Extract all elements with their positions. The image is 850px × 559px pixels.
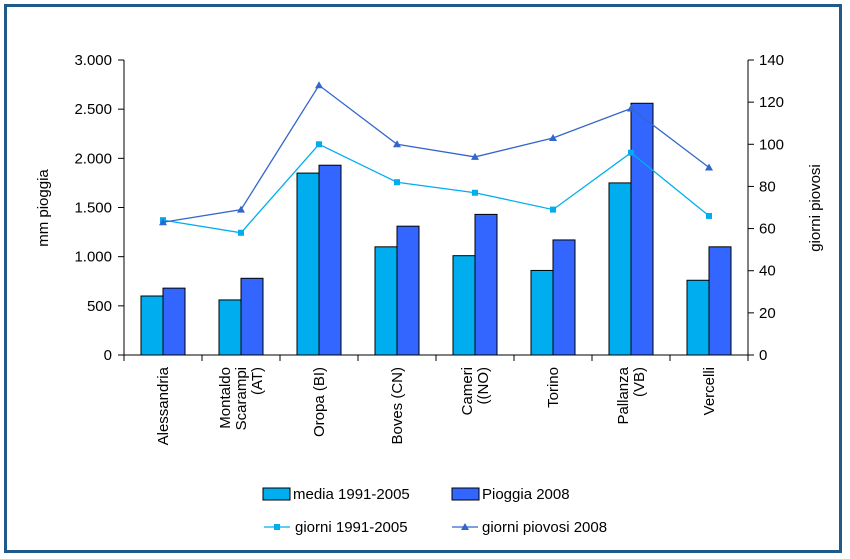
data-point: [628, 149, 634, 156]
legend-label: giorni 1991-2005: [295, 519, 408, 536]
data-point: [549, 133, 557, 141]
bar: [474, 213, 498, 356]
bar: [140, 295, 164, 356]
bar: [396, 225, 420, 356]
right-axis-ticks: 0 20 40 60 80 100 120 140: [748, 52, 784, 364]
y-tick-label: 500: [87, 298, 112, 315]
category-label: Boves (CN): [389, 367, 406, 445]
y-tick-label: 1.000: [74, 249, 112, 266]
bar: [296, 172, 320, 356]
bar: [452, 255, 476, 356]
left-axis-ticks: 0 500 1.000 1.500 2.000 2.500 3.000: [74, 52, 124, 364]
data-point: [471, 152, 479, 160]
category-label: (VB): [631, 367, 648, 397]
legend-swatch: [262, 487, 291, 501]
axes-layer: [123, 60, 749, 361]
category-label: ((NO): [475, 367, 492, 405]
legend-label: giorni piovosi 2008: [482, 519, 607, 536]
y-tick-label: 2.000: [74, 150, 112, 167]
category-label: Cameri: [459, 367, 476, 415]
legend-label: Pioggia 2008: [482, 486, 570, 503]
y2-axis-title: giorni piovosi: [807, 164, 824, 252]
y2-tick-label: 0: [759, 347, 767, 364]
legend-swatch: [451, 487, 480, 501]
bar: [374, 246, 398, 356]
category-label: Montaldo: [217, 367, 234, 429]
legend-marker: [461, 523, 469, 530]
y2-tick-label: 60: [759, 221, 776, 238]
y2-tick-label: 20: [759, 305, 776, 322]
y-tick-label: 1.500: [74, 200, 112, 217]
data-point: [706, 212, 712, 219]
legend-marker: [274, 524, 280, 530]
data-point: [238, 229, 244, 236]
data-point: [315, 81, 323, 89]
bar: [530, 269, 554, 356]
y-tick-label: 0: [104, 347, 112, 364]
bar: [162, 287, 186, 356]
data-point: [627, 104, 635, 112]
y2-tick-label: 120: [759, 94, 784, 111]
legend-label: media 1991-2005: [293, 486, 410, 503]
series-line: [162, 143, 710, 234]
lines-layer: [159, 81, 713, 236]
y-tick-label: 2.500: [74, 101, 112, 118]
category-labels: Alessandria Montaldo Scarampi (AT) Oropa (BI…: [155, 366, 718, 445]
y2-tick-label: 40: [759, 263, 776, 280]
bar: [218, 299, 242, 356]
category-label: Pallanza: [615, 366, 632, 424]
bar: [552, 239, 576, 356]
category-label: Scarampi: [233, 367, 250, 430]
category-label: Oropa (BI): [311, 367, 328, 437]
bar: [608, 182, 632, 356]
bar: [686, 279, 710, 356]
data-point: [316, 141, 322, 148]
data-point: [159, 218, 167, 226]
bars-layer: [140, 102, 732, 356]
bar: [630, 102, 654, 356]
y2-tick-label: 100: [759, 136, 784, 153]
data-point: [394, 179, 400, 186]
series-line: [162, 84, 710, 223]
bar: [318, 164, 342, 356]
data-point: [237, 205, 245, 213]
data-point: [550, 206, 556, 213]
bar: [240, 277, 264, 356]
bar: [708, 246, 732, 356]
y2-tick-label: 140: [759, 52, 784, 69]
y-axis-title: mm pioggia: [35, 169, 52, 247]
category-label: Vercelli: [701, 367, 718, 415]
data-point: [393, 140, 401, 148]
legend: media 1991-2005 Pioggia 2008 giorni 1991-2…: [262, 486, 607, 536]
data-point: [472, 189, 478, 196]
category-label: (AT): [249, 367, 266, 395]
data-point: [705, 163, 713, 171]
y-tick-label: 3.000: [74, 52, 112, 69]
category-label: Torino: [545, 367, 562, 408]
chart-frame: [4, 4, 842, 553]
category-label: Alessandria: [155, 366, 172, 445]
y2-tick-label: 80: [759, 178, 776, 195]
